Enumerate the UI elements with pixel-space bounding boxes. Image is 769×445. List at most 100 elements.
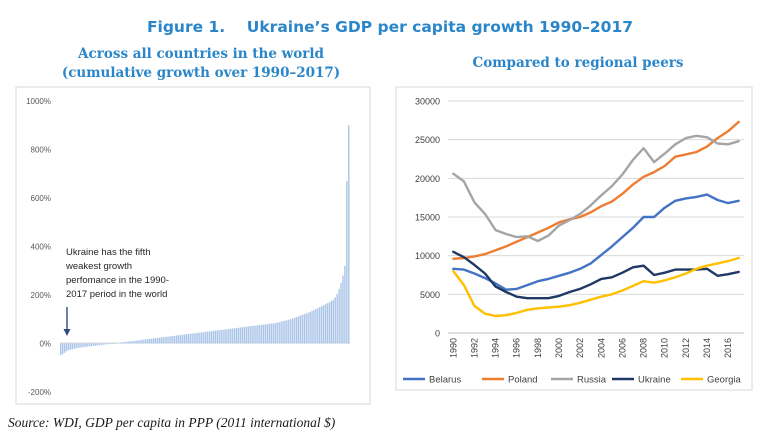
bar	[79, 343, 81, 348]
legend-label-ukraine: Ukraine	[638, 375, 671, 386]
right-y-tick-label: 25000	[415, 135, 440, 145]
annotation-line-3: perfomance in the 1990-	[66, 275, 169, 286]
bar	[137, 340, 139, 344]
bar	[330, 301, 333, 344]
bar	[301, 314, 304, 344]
legend-label-belarus: Belarus	[429, 375, 461, 386]
bar	[255, 325, 257, 344]
right-y-tick-label: 15000	[415, 213, 440, 223]
bar	[245, 326, 247, 344]
bar	[156, 337, 159, 344]
bar	[108, 343, 110, 345]
bar	[332, 299, 334, 344]
bar	[311, 311, 313, 344]
bar	[305, 313, 307, 344]
legend-label-georgia: Georgia	[707, 375, 742, 386]
bar	[187, 334, 189, 344]
left-y-tick-label: 400%	[31, 243, 51, 252]
bar	[235, 327, 238, 344]
bar	[224, 329, 226, 344]
bar	[338, 288, 340, 344]
bar	[110, 343, 112, 345]
bar	[218, 330, 220, 344]
series-line-poland	[452, 120, 740, 260]
bar	[284, 320, 286, 344]
bar	[342, 275, 344, 344]
right-x-tick-label: 2014	[702, 338, 712, 358]
bar	[179, 335, 182, 344]
bar	[201, 332, 203, 344]
left-chart: Across all countries in the world (cumul…	[15, 46, 371, 405]
right-y-tick-label: 30000	[415, 97, 440, 107]
bar	[71, 343, 73, 350]
bar	[87, 343, 89, 347]
bar	[268, 323, 271, 344]
bar	[210, 331, 213, 344]
bar	[121, 342, 124, 344]
bar	[212, 330, 215, 344]
bar	[197, 332, 199, 344]
bar	[81, 343, 83, 348]
bar	[60, 343, 62, 356]
bar	[348, 125, 350, 344]
bar	[280, 321, 282, 344]
bar	[228, 328, 230, 344]
series-line-ukraine	[452, 250, 740, 300]
bar	[166, 336, 168, 344]
bar	[259, 325, 261, 344]
right-x-tick-label: 2010	[660, 338, 670, 358]
bar	[135, 340, 137, 344]
bar	[83, 343, 85, 348]
left-y-tick-label: 0%	[39, 340, 51, 349]
annotation-arrow-head	[63, 329, 71, 336]
bar	[160, 337, 162, 344]
bar	[205, 331, 207, 344]
bar	[102, 343, 104, 345]
bar	[133, 340, 135, 344]
bar	[98, 343, 101, 346]
bar	[147, 339, 149, 344]
right-chart-title: Compared to regional peers	[473, 55, 684, 71]
bar	[257, 325, 259, 344]
bar	[278, 322, 280, 344]
bar	[286, 320, 288, 344]
left-y-tick-label: 600%	[31, 194, 51, 203]
bar	[176, 335, 178, 344]
right-y-tick-label: 5000	[420, 290, 440, 300]
right-x-tick-label: 2008	[639, 338, 649, 358]
bar	[106, 343, 108, 345]
bar	[162, 337, 164, 344]
annotation-line-2: weakest growth	[65, 261, 132, 272]
bar	[230, 328, 232, 344]
bar	[174, 335, 176, 344]
bar	[125, 341, 128, 344]
figure-title: Figure 1. Ukraine’s GDP per capita growt…	[147, 18, 633, 36]
bar	[69, 343, 72, 350]
bar	[150, 338, 153, 344]
left-chart-title-line-2: (cumulative growth over 1990–2017)	[62, 65, 340, 81]
right-x-tick-label: 2002	[575, 338, 585, 358]
bar	[170, 336, 172, 344]
bar	[199, 332, 201, 344]
bar	[206, 331, 209, 344]
bar	[61, 343, 64, 355]
right-chart-gridlines	[448, 100, 744, 334]
bar	[253, 325, 255, 344]
right-y-tick-label: 10000	[415, 251, 440, 261]
right-x-tick-label: 1996	[512, 338, 522, 358]
bar	[191, 333, 193, 344]
bar	[100, 343, 102, 345]
bar	[315, 309, 317, 344]
bar	[272, 323, 275, 344]
bar	[266, 324, 269, 344]
bar	[139, 340, 141, 344]
right-chart-x-axis: 1990 1992 1994 1996 1998 2000 2002 2004 2006 2008…	[448, 338, 733, 358]
bar	[297, 316, 300, 344]
bar	[152, 338, 155, 344]
series-line-russia	[452, 134, 740, 243]
bar	[261, 324, 263, 344]
bar	[214, 330, 217, 344]
annotation-line-4: 2017 period in the world	[66, 289, 167, 300]
bar	[226, 329, 228, 344]
